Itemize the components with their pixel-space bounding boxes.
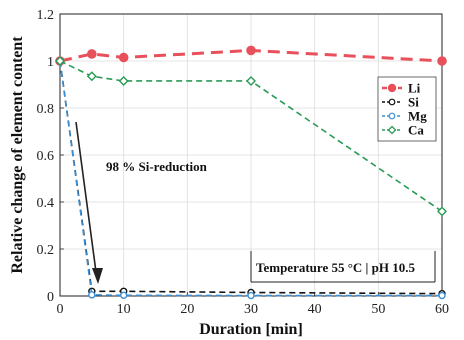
x-tick-label: 20 xyxy=(180,302,194,317)
legend-label-ca: Ca xyxy=(408,123,424,138)
y-tick-label: 0.8 xyxy=(37,102,55,117)
legend-marker-mg xyxy=(388,112,396,120)
data-point-li xyxy=(246,45,256,56)
x-tick-label: 60 xyxy=(435,302,449,317)
legend-label-mg: Mg xyxy=(408,109,427,124)
y-tick-label: 0 xyxy=(47,290,54,305)
y-axis-label: Relative change of element content xyxy=(9,36,26,274)
data-point-ca xyxy=(118,75,129,86)
data-point-mg xyxy=(88,291,96,299)
reduction-arrow xyxy=(75,121,97,273)
legend-label-li: Li xyxy=(408,81,421,96)
data-point-ca xyxy=(246,75,256,86)
y-tick-label: 0.6 xyxy=(37,149,55,164)
reduction-arrowhead xyxy=(92,268,103,284)
x-axis-label: Duration [min] xyxy=(199,321,303,338)
data-point-ca xyxy=(55,56,65,66)
data-point-mg xyxy=(438,291,446,300)
axis-ticks: 0 10 20 30 40 50 60 0 0.2 0.4 0.6 0.8 1 1.2 xyxy=(37,8,450,317)
data-point-li xyxy=(437,56,447,66)
x-tick-label: 30 xyxy=(244,302,258,317)
series-group xyxy=(55,45,447,300)
data-point-mg xyxy=(119,291,128,299)
condition-annotation: Temperature 55 °C | pH 10.5 xyxy=(256,260,416,275)
y-tick-label: 0.4 xyxy=(37,196,55,211)
y-tick-label: 0.2 xyxy=(37,243,55,258)
reduction-annotation: 98 % Si-reduction xyxy=(106,159,208,174)
data-point-li xyxy=(118,52,129,63)
data-point-mg xyxy=(247,291,255,300)
data-point-li xyxy=(87,49,97,59)
legend-marker-si xyxy=(388,98,396,106)
legend-marker-ca xyxy=(387,125,397,135)
legend-label-si: Si xyxy=(408,95,419,110)
legend-box xyxy=(377,76,437,142)
x-tick-label: 40 xyxy=(308,302,322,317)
data-point-ca xyxy=(437,206,447,217)
x-tick-label: 50 xyxy=(371,302,385,317)
x-tick-label: 10 xyxy=(117,302,131,317)
legend-marker-li xyxy=(387,83,397,93)
y-tick-label: 1 xyxy=(47,55,54,70)
data-point-ca xyxy=(86,71,97,82)
y-tick-label: 1.2 xyxy=(37,8,55,23)
x-tick-label: 0 xyxy=(57,302,64,317)
series-line-ca xyxy=(59,60,443,213)
